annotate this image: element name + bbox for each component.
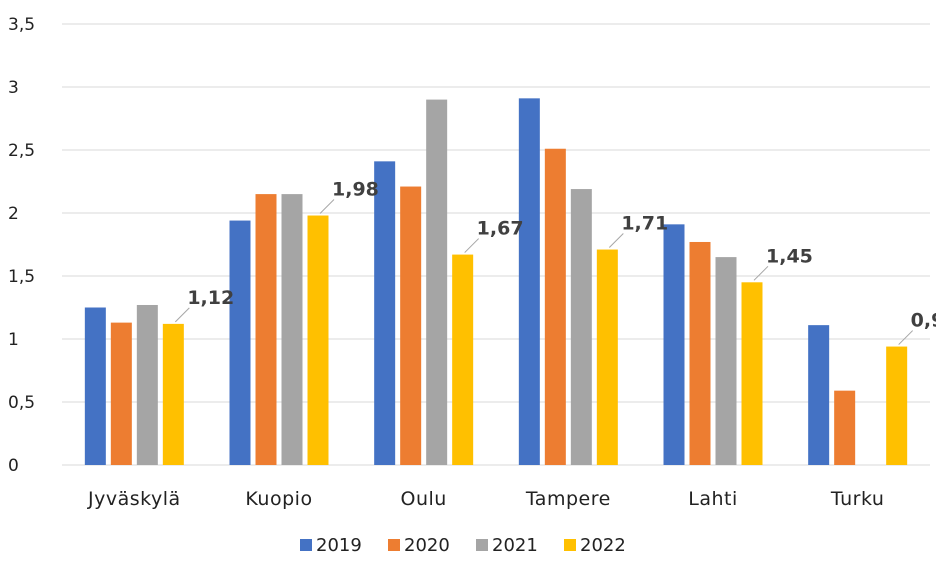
bar-kuopio-2019 bbox=[229, 220, 251, 465]
legend-label-2019[interactable]: 2019 bbox=[316, 535, 362, 556]
bar-tampere-2021 bbox=[570, 189, 592, 465]
bar-turku-2020 bbox=[834, 390, 856, 465]
bar-jyvaskyla-2020 bbox=[110, 322, 132, 465]
bar-lahti-2022 bbox=[741, 282, 763, 465]
data-label-turku: 0,94 bbox=[911, 310, 936, 332]
legend-label-2022[interactable]: 2022 bbox=[580, 535, 626, 556]
bar-lahti-2019 bbox=[663, 224, 685, 465]
y-tick-label: 3,5 bbox=[8, 15, 35, 35]
bar-kuopio-2022 bbox=[307, 215, 329, 465]
bar-tampere-2019 bbox=[518, 98, 540, 465]
bar-oulu-2020 bbox=[400, 186, 422, 466]
data-labels: 1,12 1,98 1,67 1,71 1,45 0,94 bbox=[174, 179, 936, 345]
gridlines bbox=[62, 23, 930, 466]
leader-line bbox=[753, 265, 769, 281]
data-label-jyvaskyla: 1,12 bbox=[187, 287, 234, 309]
x-tick-label: Jyväskylä bbox=[87, 488, 181, 510]
bar-jyvaskyla-2019 bbox=[84, 307, 106, 465]
bar-oulu-2022 bbox=[452, 254, 474, 465]
y-tick-label: 0 bbox=[8, 456, 19, 476]
x-tick-label: Lahti bbox=[688, 488, 738, 510]
bars bbox=[84, 98, 908, 466]
y-tick-label: 1 bbox=[8, 330, 19, 350]
legend-swatch-2020 bbox=[388, 539, 400, 551]
x-axis: Jyväskylä Kuopio Oulu Tampere Lahti Turku bbox=[87, 488, 884, 510]
legend-swatch-2019 bbox=[300, 539, 312, 551]
bar-jyvaskyla-2022 bbox=[162, 323, 184, 465]
x-tick-label: Tampere bbox=[525, 488, 611, 510]
legend-label-2020[interactable]: 2020 bbox=[404, 535, 450, 556]
bar-lahti-2020 bbox=[689, 241, 711, 465]
leader-line bbox=[898, 330, 914, 345]
data-label-oulu: 1,67 bbox=[477, 218, 524, 240]
y-tick-label: 2,5 bbox=[8, 141, 35, 161]
y-axis: 0 0,5 1 1,5 2 2,5 3 3,5 bbox=[8, 15, 35, 476]
legend[interactable]: 2019 2020 2021 2022 bbox=[300, 535, 626, 556]
bar-lahti-2021 bbox=[715, 257, 737, 465]
leader-line bbox=[174, 307, 190, 323]
bar-jyvaskyla-2021 bbox=[136, 304, 158, 465]
legend-label-2021[interactable]: 2021 bbox=[492, 535, 538, 556]
data-label-tampere: 1,71 bbox=[621, 213, 668, 235]
bar-turku-2022 bbox=[886, 346, 908, 465]
bar-oulu-2021 bbox=[426, 99, 448, 465]
bar-tampere-2022 bbox=[596, 249, 618, 465]
bar-kuopio-2020 bbox=[255, 194, 277, 465]
leader-line bbox=[319, 199, 335, 214]
leader-line bbox=[608, 233, 624, 248]
leader-line bbox=[464, 238, 480, 253]
bar-kuopio-2021 bbox=[281, 194, 303, 465]
bar-tampere-2020 bbox=[544, 148, 566, 466]
y-tick-label: 2 bbox=[8, 204, 19, 224]
y-tick-label: 0,5 bbox=[8, 393, 35, 413]
data-label-kuopio: 1,98 bbox=[332, 179, 379, 201]
y-tick-label: 3 bbox=[8, 78, 19, 98]
x-tick-label: Oulu bbox=[401, 488, 447, 510]
legend-swatch-2021 bbox=[476, 539, 488, 551]
legend-swatch-2022 bbox=[564, 539, 576, 551]
data-label-lahti: 1,45 bbox=[766, 245, 813, 267]
x-tick-label: Turku bbox=[830, 488, 885, 510]
bar-turku-2019 bbox=[808, 325, 830, 465]
bar-oulu-2019 bbox=[374, 161, 396, 465]
x-tick-label: Kuopio bbox=[245, 488, 312, 510]
y-tick-label: 1,5 bbox=[8, 267, 35, 287]
